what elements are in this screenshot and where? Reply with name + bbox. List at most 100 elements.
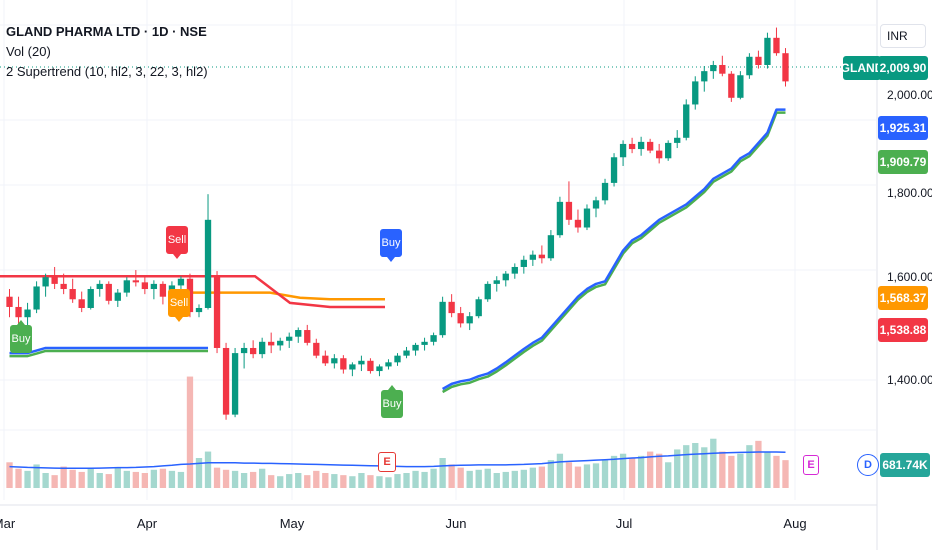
volume-bar — [204, 451, 212, 488]
candle-body — [358, 360, 365, 365]
candle-body — [385, 362, 392, 367]
volume-bar — [457, 467, 464, 488]
candle-body — [349, 364, 356, 370]
volume-bar — [692, 443, 699, 488]
candle-body — [773, 37, 780, 54]
candle-body — [132, 280, 139, 283]
candle-body — [286, 336, 293, 341]
candle-body — [511, 266, 518, 274]
volume-bar — [475, 469, 482, 488]
candle-body — [340, 358, 347, 370]
candle-body — [114, 292, 121, 301]
sell-signal-label: Sell — [166, 226, 188, 259]
candle-body — [619, 143, 627, 158]
candle-body — [610, 157, 618, 183]
supertrend-indicator-label[interactable]: 2 Supertrend (10, hl2, 3, 22, 3, hl2) — [6, 64, 208, 79]
volume-bar — [665, 462, 672, 488]
y-axis-label: 1,400.00 — [887, 373, 932, 387]
volume-bar — [249, 471, 257, 488]
candle-body — [87, 289, 94, 308]
x-axis-label: Aug — [783, 516, 807, 531]
volume-bar — [538, 466, 546, 488]
volume-bar — [186, 376, 194, 488]
earnings-event-icon[interactable]: E — [803, 455, 819, 475]
candle-body — [159, 283, 167, 297]
candle-body — [439, 301, 446, 336]
volume-bar — [349, 476, 356, 488]
volume-bar — [421, 471, 428, 488]
candle-body — [277, 340, 284, 346]
candle-body — [493, 280, 500, 284]
volume-bar — [448, 464, 455, 488]
candle-body — [430, 335, 437, 342]
volume-bar — [376, 476, 383, 488]
volume-bar — [403, 473, 410, 488]
candle-body — [69, 289, 76, 300]
volume-bar — [60, 466, 67, 488]
candle-body — [331, 358, 338, 364]
volume-bar — [782, 460, 789, 488]
volume-bar — [141, 473, 149, 488]
volume-bar — [493, 473, 500, 488]
volume-bar — [304, 475, 311, 488]
volume-bar — [268, 475, 275, 488]
volume-bar — [520, 469, 527, 488]
volume-bar — [656, 453, 663, 488]
candle-body — [322, 355, 329, 364]
orange-supertrend-line — [168, 291, 385, 301]
candle-body — [583, 208, 591, 228]
candle-body — [764, 37, 771, 65]
candle-body — [295, 330, 302, 337]
candle-body — [105, 283, 112, 301]
buy-signal-label: Buy — [10, 320, 32, 353]
volume-bar — [322, 473, 329, 488]
candle-body — [683, 104, 690, 138]
dividend-event-icon[interactable]: D — [857, 454, 879, 476]
candle-body — [457, 313, 464, 324]
candle-body — [78, 299, 85, 308]
candle-body — [637, 141, 645, 150]
volume-indicator-label[interactable]: Vol (20) — [6, 44, 51, 59]
candle-body — [556, 201, 564, 236]
volume-bar — [547, 460, 555, 488]
buy-signal-label: Buy — [381, 385, 403, 418]
candle-body — [15, 306, 22, 318]
volume-bar — [511, 470, 518, 488]
candle-body — [96, 283, 103, 290]
currency-selector[interactable]: INR — [880, 24, 926, 48]
volume-bar — [132, 471, 139, 488]
volume-bar — [601, 460, 609, 488]
buy-signal-label: Buy — [380, 229, 402, 262]
x-axis-label: May — [279, 516, 305, 531]
volume-bar — [412, 470, 419, 488]
volume-bar — [69, 469, 76, 488]
volume-bar — [394, 474, 401, 488]
volume-bar — [78, 471, 85, 488]
candle-body — [547, 235, 555, 259]
x-axis-label: Apr — [136, 516, 158, 531]
volume-bar — [439, 458, 446, 488]
volume-bar — [222, 469, 230, 488]
last-price-tag: 2,009.90 — [878, 56, 928, 80]
volume-bar — [529, 467, 537, 488]
candle-body — [565, 201, 573, 220]
candle-body — [42, 277, 49, 287]
candle-body — [421, 341, 428, 345]
volume-bar — [746, 445, 753, 488]
candle-body — [403, 350, 410, 356]
volume-bar — [24, 470, 31, 488]
volume-bar — [719, 451, 726, 488]
candle-body — [746, 56, 753, 76]
volume-bar — [701, 447, 708, 488]
orange-supertrend-tag: 1,568.37 — [878, 286, 928, 310]
candle-body — [755, 56, 762, 65]
symbol-title[interactable]: GLAND PHARMA LTD · 1D · NSE — [6, 24, 207, 39]
candle-body — [376, 366, 383, 372]
volume-bar — [51, 475, 58, 488]
red-supertrend-line — [0, 274, 385, 309]
earnings-event-icon[interactable]: E — [378, 452, 396, 472]
volume-bar — [295, 473, 302, 488]
candle-body — [592, 200, 600, 209]
